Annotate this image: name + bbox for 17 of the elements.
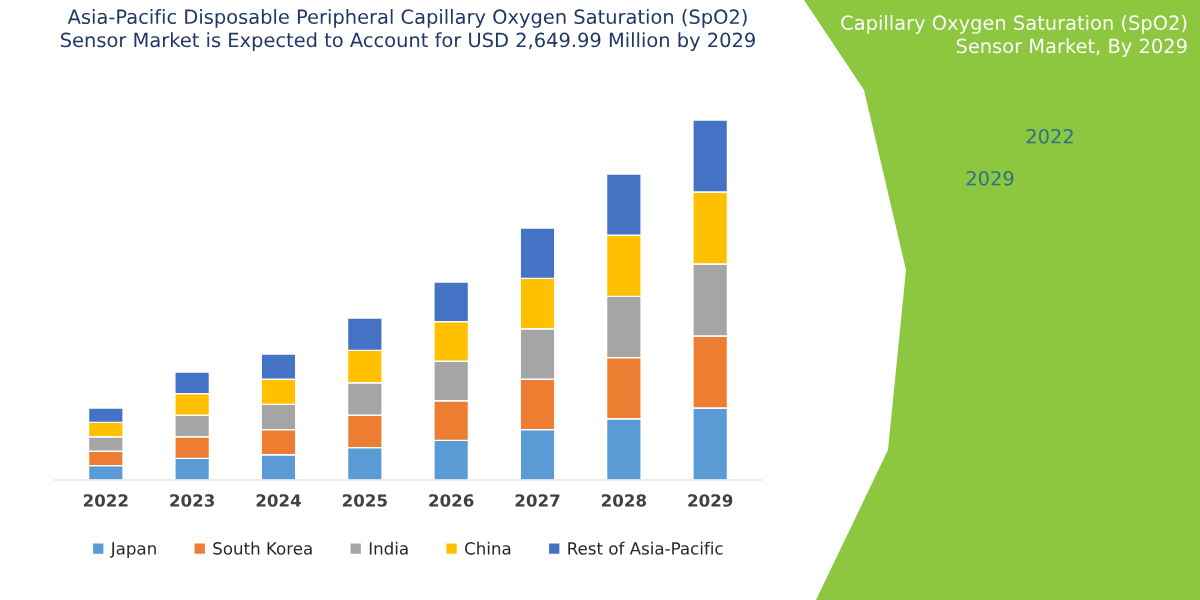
text: 2029 [966, 170, 1014, 186]
x-tick-label: 2026 [429, 494, 474, 507]
text: 2022 [1026, 128, 1073, 144]
legend-label: China [465, 541, 511, 555]
x-tick-label: 2029 [688, 494, 733, 507]
legend-label: South Korea [213, 541, 312, 555]
x-tick-label: 2025 [342, 494, 387, 507]
legend-label: Rest of Asia-Pacific [568, 541, 723, 555]
x-tick-label: 2027 [515, 494, 560, 507]
text: Capillary Oxygen Saturation (SpO2) Sensor Market, By 2029 [841, 15, 1187, 58]
x-tick-label: 2022 [83, 494, 128, 507]
legend-label: Japan [109, 542, 156, 558]
legend-label: India [369, 541, 408, 555]
x-tick-label: 2023 [170, 494, 215, 507]
chart-title: Asia-Pacific Disposable Peripheral Capillary Oxygen Saturation (SpO2) Sensor Market is Expected to Account for USD 2,649.99 Million by 2029 [61, 9, 755, 52]
x-tick-label: 2028 [601, 494, 647, 507]
x-tick-label: 2024 [256, 494, 301, 507]
